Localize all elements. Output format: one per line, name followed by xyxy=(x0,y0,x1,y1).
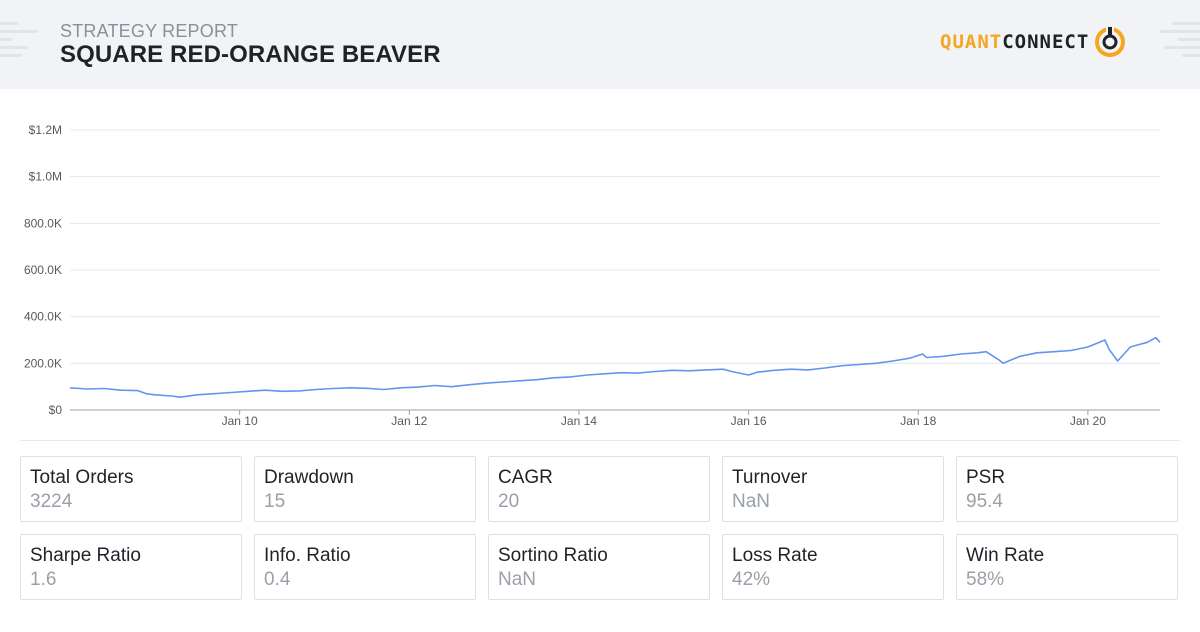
stat-card-info-ratio: Info. Ratio 0.4 xyxy=(254,534,476,600)
logo-text-connect: CONNECT xyxy=(1002,31,1090,53)
x-tick-label: Jan 20 xyxy=(1070,414,1106,428)
stat-card-sortino-ratio: Sortino Ratio NaN xyxy=(488,534,710,600)
stat-value: NaN xyxy=(732,491,771,512)
x-tick-label: Jan 16 xyxy=(731,414,767,428)
stat-value: 20 xyxy=(498,491,520,512)
strategy-title: SQUARE RED-ORANGE BEAVER xyxy=(60,41,441,68)
stat-label: Total Orders xyxy=(30,467,134,488)
stat-value: 0.4 xyxy=(264,569,291,590)
y-tick-label: 800.0K xyxy=(24,216,62,230)
section-divider xyxy=(20,440,1180,441)
stat-value: 42% xyxy=(732,569,771,590)
stat-label: Win Rate xyxy=(966,545,1045,566)
x-tick-label: Jan 14 xyxy=(561,414,597,428)
stat-card-loss-rate: Loss Rate 42% xyxy=(722,534,944,600)
stat-label: Sharpe Ratio xyxy=(30,545,141,566)
equity-chart-svg: $0 200.0K 400.0K 600.0K 800.0K $1.0M $1.2M Jan … xyxy=(24,123,1161,428)
header-decoration-right xyxy=(1160,22,1200,62)
equity-line xyxy=(69,336,1161,399)
stat-card-psr: PSR 95.4 xyxy=(956,456,1178,522)
stat-value: 3224 xyxy=(30,491,73,512)
stat-value: 15 xyxy=(264,491,286,512)
stat-label: Sortino Ratio xyxy=(498,545,608,566)
stat-card-cagr: CAGR 20 xyxy=(488,456,710,522)
stat-value: NaN xyxy=(498,569,537,590)
stat-label: Turnover xyxy=(732,467,808,488)
y-tick-label: 600.0K xyxy=(24,263,62,277)
y-tick-label: $1.0M xyxy=(29,170,62,184)
y-tick-label: $0 xyxy=(49,403,63,417)
y-tick-label: $1.2M xyxy=(29,123,62,137)
y-tick-label: 400.0K xyxy=(24,310,62,324)
quantconnect-logo[interactable]: QUANT CONNECT xyxy=(940,22,1128,62)
stat-label: Drawdown xyxy=(264,467,354,488)
report-subtitle: STRATEGY REPORT xyxy=(60,21,239,41)
stat-card-total-orders: Total Orders 3224 xyxy=(20,456,242,522)
y-tick-label: 200.0K xyxy=(24,356,62,370)
stat-value: 58% xyxy=(966,569,1005,590)
stat-label: PSR xyxy=(966,467,1006,488)
stat-card-win-rate: Win Rate 58% xyxy=(956,534,1178,600)
logo-text-quant: QUANT xyxy=(940,31,1003,53)
stat-label: Info. Ratio xyxy=(264,545,351,566)
x-tick-label: Jan 12 xyxy=(391,414,427,428)
stat-card-turnover: Turnover NaN xyxy=(722,456,944,522)
equity-chart: $0 200.0K 400.0K 600.0K 800.0K $1.0M $1.2M Jan … xyxy=(0,89,1200,441)
stat-label: CAGR xyxy=(498,467,553,488)
stat-value: 95.4 xyxy=(966,491,1003,512)
stat-card-sharpe-ratio: Sharpe Ratio 1.6 xyxy=(20,534,242,600)
header-decoration-left xyxy=(0,22,38,62)
stat-card-drawdown: Drawdown 15 xyxy=(254,456,476,522)
quantconnect-logo-icon xyxy=(1095,26,1126,57)
stat-label: Loss Rate xyxy=(732,545,818,566)
stat-value: 1.6 xyxy=(30,569,57,590)
x-tick-label: Jan 10 xyxy=(222,414,258,428)
x-tick-label: Jan 18 xyxy=(900,414,936,428)
report-header: STRATEGY REPORT SQUARE RED-ORANGE BEAVER… xyxy=(0,0,1200,89)
